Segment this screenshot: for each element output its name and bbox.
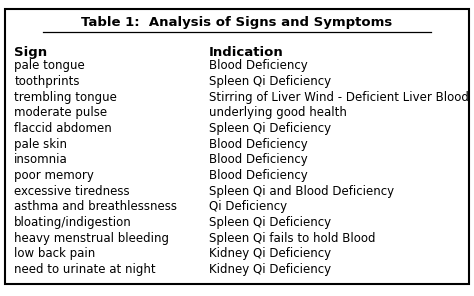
Text: Stirring of Liver Wind - Deficient Liver Blood: Stirring of Liver Wind - Deficient Liver…	[209, 91, 468, 104]
Text: Sign: Sign	[14, 46, 47, 59]
Text: Blood Deficiency: Blood Deficiency	[209, 138, 307, 151]
Text: underlying good health: underlying good health	[209, 106, 346, 119]
Text: toothprints: toothprints	[14, 75, 80, 88]
Text: flaccid abdomen: flaccid abdomen	[14, 122, 112, 135]
Text: Qi Deficiency: Qi Deficiency	[209, 200, 287, 213]
Text: asthma and breathlessness: asthma and breathlessness	[14, 200, 177, 213]
Text: Blood Deficiency: Blood Deficiency	[209, 169, 307, 182]
Text: low back pain: low back pain	[14, 247, 95, 260]
Text: poor memory: poor memory	[14, 169, 94, 182]
Text: Spleen Qi fails to hold Blood: Spleen Qi fails to hold Blood	[209, 232, 375, 245]
Text: Blood Deficiency: Blood Deficiency	[209, 153, 307, 166]
Text: moderate pulse: moderate pulse	[14, 106, 107, 119]
Text: excessive tiredness: excessive tiredness	[14, 185, 130, 198]
Text: Kidney Qi Deficiency: Kidney Qi Deficiency	[209, 247, 331, 260]
Text: Spleen Qi Deficiency: Spleen Qi Deficiency	[209, 122, 331, 135]
Text: insomnia: insomnia	[14, 153, 68, 166]
Text: Indication: Indication	[209, 46, 283, 59]
Text: bloating/indigestion: bloating/indigestion	[14, 216, 132, 229]
Text: Spleen Qi Deficiency: Spleen Qi Deficiency	[209, 75, 331, 88]
Text: Kidney Qi Deficiency: Kidney Qi Deficiency	[209, 263, 331, 276]
Text: trembling tongue: trembling tongue	[14, 91, 117, 104]
Text: pale skin: pale skin	[14, 138, 67, 151]
Text: Spleen Qi and Blood Deficiency: Spleen Qi and Blood Deficiency	[209, 185, 394, 198]
Text: Blood Deficiency: Blood Deficiency	[209, 59, 307, 72]
Text: heavy menstrual bleeding: heavy menstrual bleeding	[14, 232, 169, 245]
Text: Table 1:  Analysis of Signs and Symptoms: Table 1: Analysis of Signs and Symptoms	[82, 16, 392, 29]
Text: Spleen Qi Deficiency: Spleen Qi Deficiency	[209, 216, 331, 229]
Text: pale tongue: pale tongue	[14, 59, 85, 72]
Text: need to urinate at night: need to urinate at night	[14, 263, 156, 276]
